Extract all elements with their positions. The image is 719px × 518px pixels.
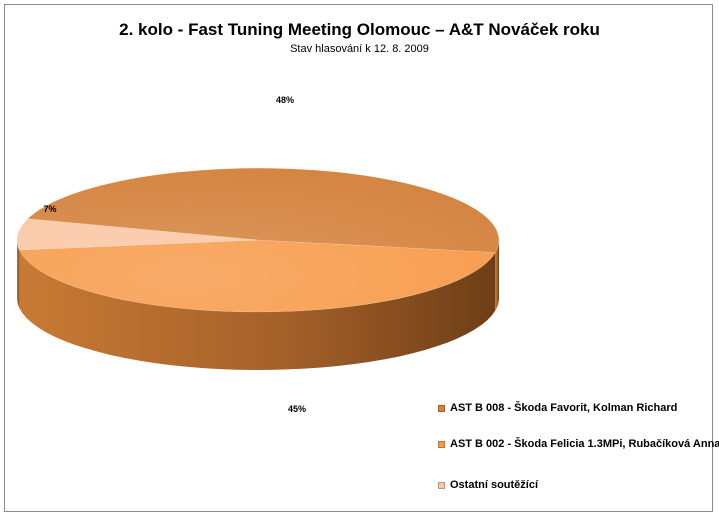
legend-label: AST B 002 - Škoda Felicia 1.3MPi, Rubačí… [450, 438, 719, 450]
data-label-2: 7% [43, 204, 56, 214]
legend-item: AST B 002 - Škoda Felicia 1.3MPi, Rubačí… [438, 437, 719, 451]
legend-swatch [438, 404, 445, 412]
pie-side-0 [495, 240, 499, 311]
legend-item: Ostatní soutěžící [438, 478, 538, 492]
legend-swatch [438, 481, 445, 489]
chart-subtitle: Stav hlasování k 12. 8. 2009 [290, 43, 429, 55]
pie-highlight [17, 168, 499, 312]
data-label-0: 48% [276, 95, 294, 105]
data-label-1: 45% [288, 404, 306, 414]
pie-side-1 [19, 250, 496, 370]
chart-title: 2. kolo - Fast Tuning Meeting Olomouc – … [119, 20, 600, 39]
legend-label: Ostatní soutěžící [450, 479, 539, 491]
legend-item: AST B 008 - Škoda Favorit, Kolman Richar… [438, 401, 677, 415]
legend-label: AST B 008 - Škoda Favorit, Kolman Richar… [450, 402, 678, 414]
legend-swatch [438, 440, 445, 448]
pie-side-2 [17, 240, 20, 308]
